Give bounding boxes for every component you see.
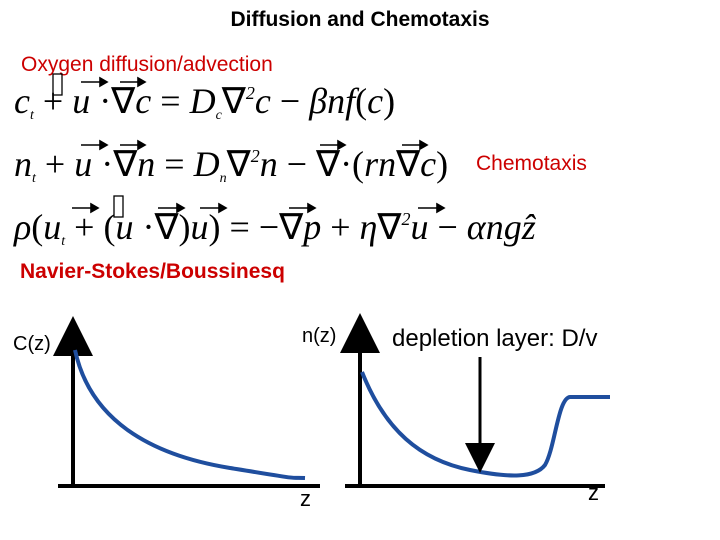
oxygen-equation: ct + u ·∇c = Dc∇2c − βnf(c) [14,81,396,123]
cell-density-curve [360,371,610,478]
right-plot [340,313,610,488]
navier-stokes-label: Navier-Stokes/Boussinesq [20,260,285,283]
left-plot [53,316,320,488]
placeholder-boxes [52,73,124,218]
concentration-curve [73,349,306,480]
left-x-axis-label: z [300,486,311,511]
right-y-axis-label: n(z) [302,325,337,347]
depletion-layer-label: depletion layer: D/v [392,325,598,352]
left-y-axis-label: C(z) [13,333,51,355]
oxygen-label: Oxygen diffusion/advection [21,53,273,76]
vector-arrows [72,76,446,214]
chemotaxis-label: Chemotaxis [476,152,587,175]
fluid-equation: ρ(ut + (u ·∇)u) = −∇p + η∇2u − αngẑ [14,207,536,249]
page-title: Diffusion and Chemotaxis [230,8,490,31]
cell-equation: nt + u ·∇n = Dn∇2n − ∇·(rn∇c) [14,144,449,186]
right-x-axis-label: z [588,480,599,505]
